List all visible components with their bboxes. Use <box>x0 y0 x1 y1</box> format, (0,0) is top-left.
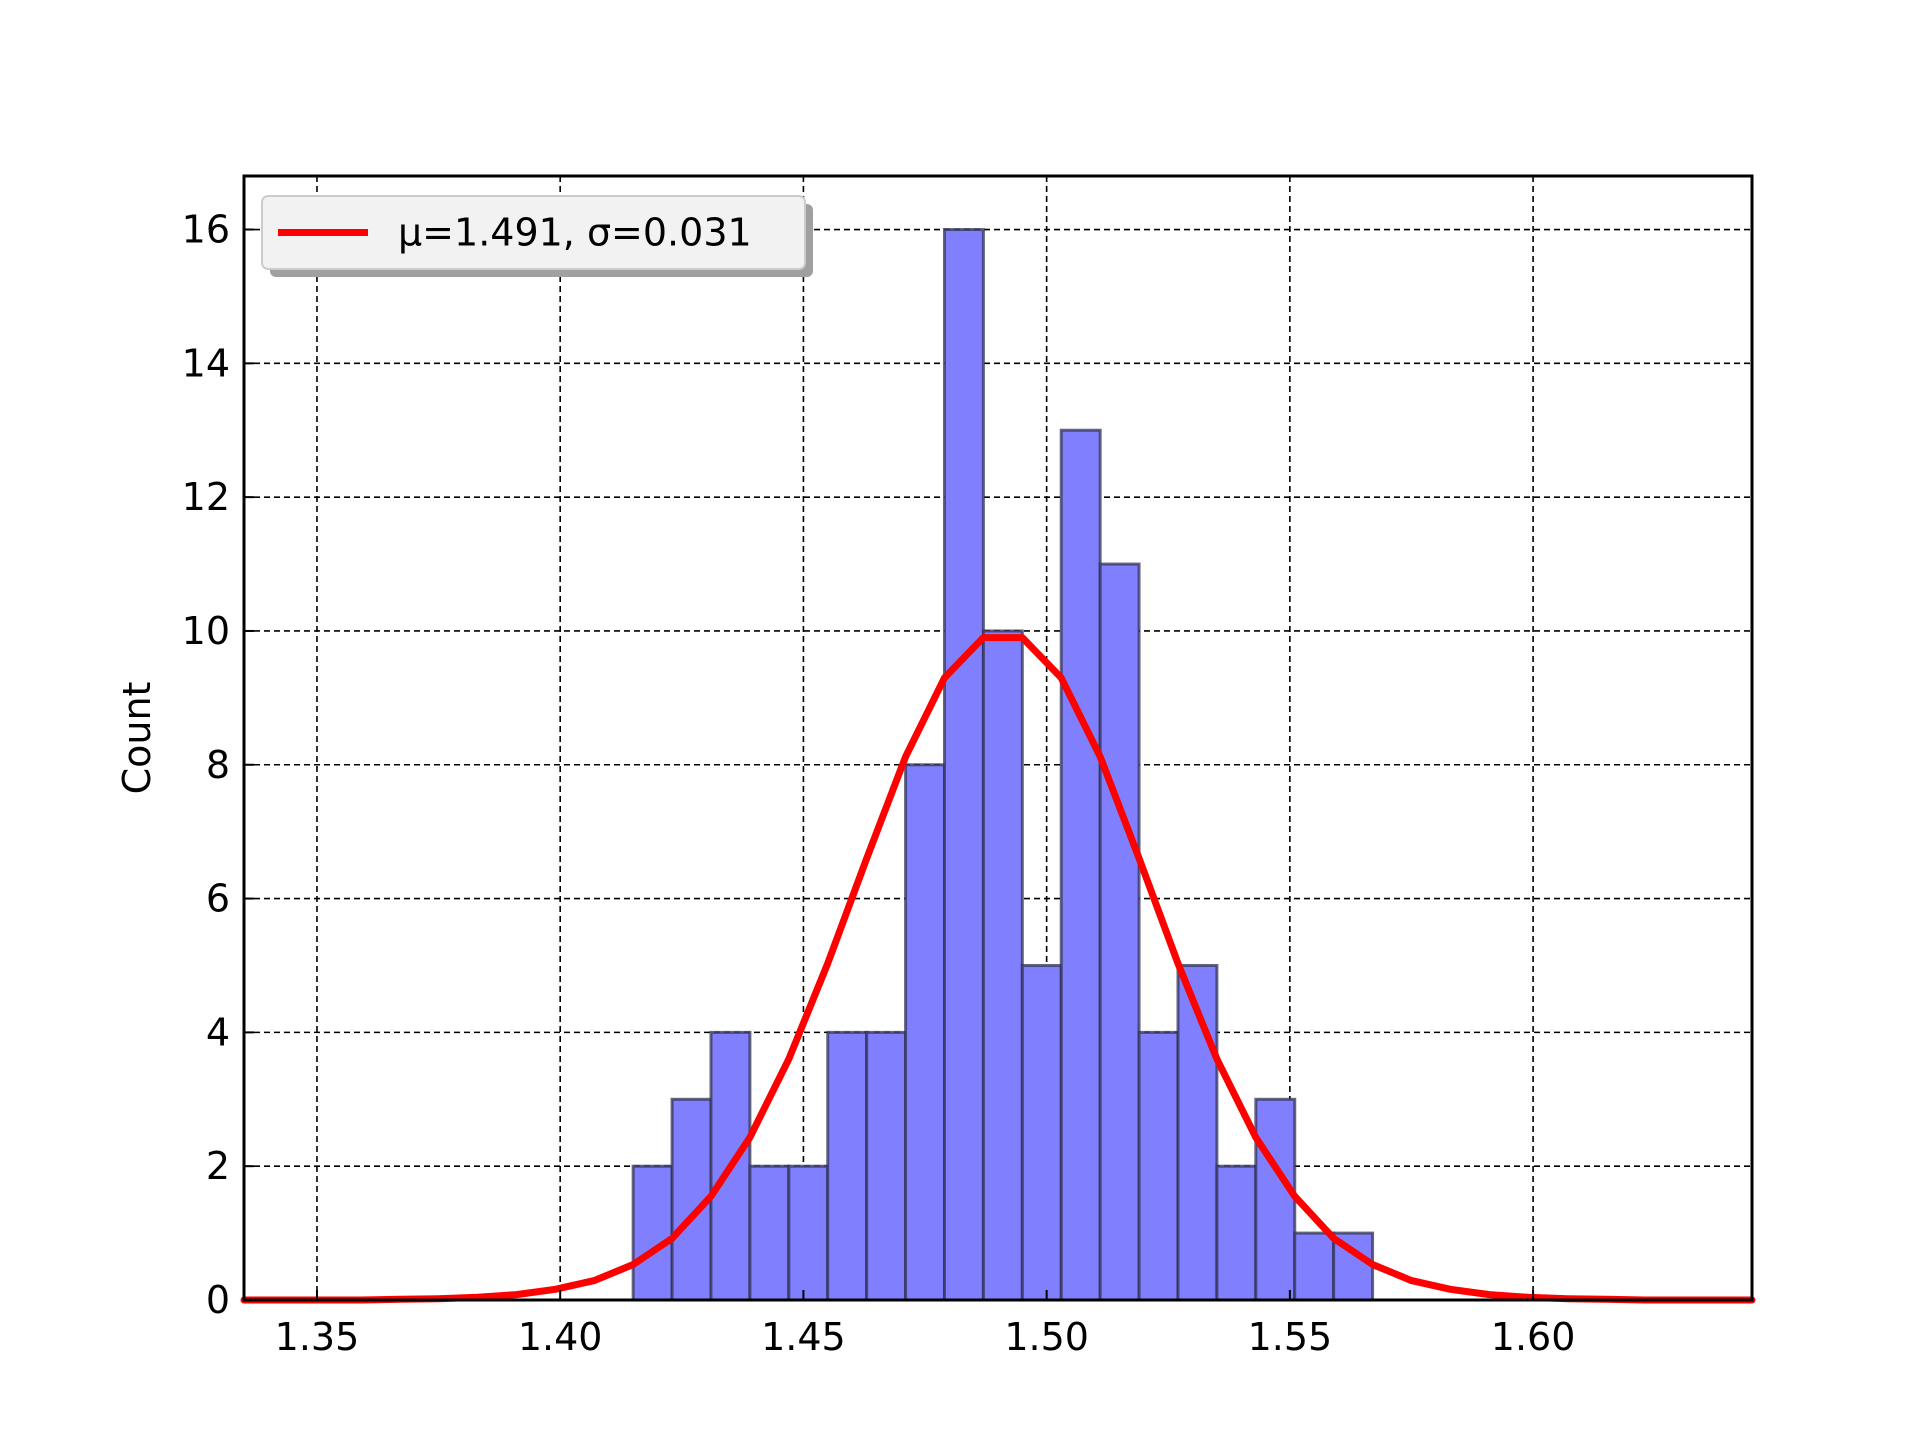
x-tick-label: 1.45 <box>761 1315 846 1359</box>
plot-frame <box>242 174 1754 1302</box>
y-tick-label: 16 <box>182 208 230 252</box>
histogram-bar <box>787 1164 830 1302</box>
legend: μ=1.491, σ=0.031 <box>261 195 813 277</box>
histogram-bar <box>1176 963 1219 1302</box>
histogram-bar <box>865 1030 908 1302</box>
fit-curve-layer <box>240 634 1756 1304</box>
legend-label: μ=1.491, σ=0.031 <box>398 211 752 255</box>
y-tick-label: 2 <box>206 1144 230 1188</box>
histogram-bar <box>1215 1164 1258 1302</box>
y-tick-label: 14 <box>182 341 230 385</box>
x-tick-label: 1.40 <box>518 1315 603 1359</box>
histogram-bar <box>904 763 946 1302</box>
histogram-bar <box>1137 1030 1180 1302</box>
x-tick-label: 1.50 <box>1004 1315 1089 1359</box>
histogram-bars <box>631 228 1375 1302</box>
legend-box <box>261 195 806 270</box>
y-tick-label: 12 <box>182 475 230 519</box>
y-tick-label: 4 <box>206 1010 230 1054</box>
y-tick-label: 0 <box>206 1278 230 1322</box>
y-tick-label: 10 <box>182 609 230 653</box>
x-tick-label: 1.35 <box>275 1315 360 1359</box>
fit-curve-line <box>240 634 1756 1304</box>
x-tick-label: 1.60 <box>1491 1315 1576 1359</box>
y-axis-label: Count <box>115 682 159 795</box>
histogram-bar <box>1059 428 1102 1302</box>
histogram-bar <box>1098 562 1141 1302</box>
y-tick-label: 8 <box>206 743 230 787</box>
histogram-bar <box>1293 1231 1336 1302</box>
histogram-bar <box>748 1164 791 1302</box>
x-tick-label: 1.55 <box>1248 1315 1333 1359</box>
axis-ticks: 1.35 1.40 1.45 1.50 1.55 1.60 0 2 4 6 8 10 12 14 16 <box>182 208 1576 1359</box>
histogram-bar <box>942 228 985 1302</box>
histogram-bar <box>1254 1097 1297 1302</box>
histogram-bar <box>1020 963 1063 1302</box>
histogram-bar <box>631 1164 674 1302</box>
histogram-bar <box>826 1030 869 1302</box>
y-tick-label: 6 <box>206 877 230 921</box>
histogram-bar <box>981 629 1024 1302</box>
